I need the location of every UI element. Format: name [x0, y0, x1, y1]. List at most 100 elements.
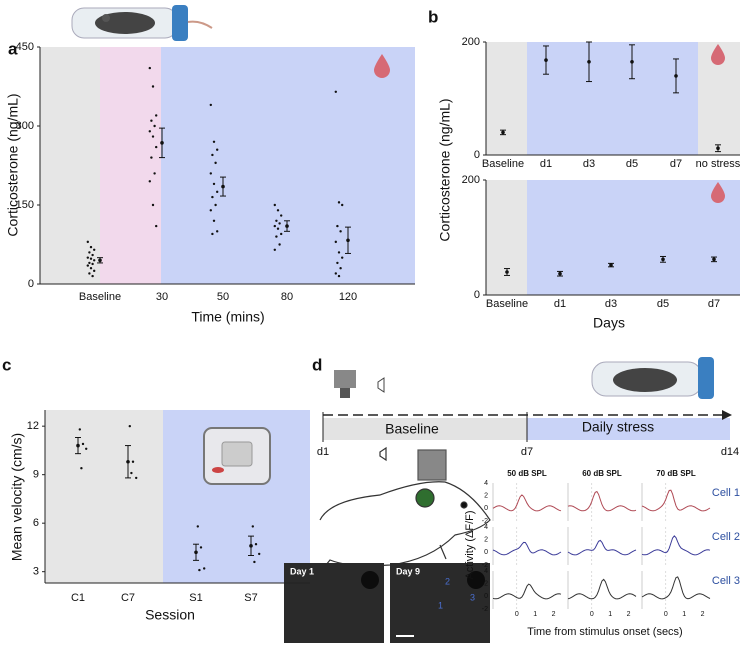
- panel-letter: b: [428, 7, 438, 26]
- data-point: [276, 227, 280, 230]
- arena-icon: [203, 427, 271, 485]
- data-point: [155, 224, 158, 228]
- x-tick-label: d7: [708, 298, 720, 310]
- image-label: Day 9: [396, 566, 420, 576]
- data-point: [128, 424, 131, 428]
- x-tick-label: 2: [701, 611, 705, 618]
- data-point: [334, 90, 337, 93]
- blood-drop-icon: [711, 44, 725, 65]
- data-point: [253, 560, 256, 564]
- x-tick-label: 1: [608, 611, 612, 618]
- data-point: [216, 230, 219, 233]
- data-point: [216, 190, 219, 194]
- x-tick-label: 2: [627, 611, 631, 618]
- data-point: [148, 180, 151, 183]
- x-tick-label: no stress: [696, 158, 741, 170]
- data-point: [209, 209, 212, 212]
- data-point: [196, 525, 199, 528]
- x-tick-label: d1: [554, 298, 566, 310]
- day-label: d7: [521, 446, 533, 458]
- y-tick-label: 2: [484, 493, 488, 500]
- column-header: 50 dB SPL: [507, 469, 547, 478]
- data-point: [135, 476, 138, 480]
- panel-letter: c: [2, 355, 11, 374]
- x-tick-label: C7: [121, 592, 135, 604]
- mean-marker: [249, 544, 253, 548]
- data-point: [258, 552, 261, 556]
- data-point: [211, 195, 214, 199]
- mean-marker: [674, 74, 678, 78]
- data-point: [80, 467, 83, 470]
- data-point: [203, 567, 206, 570]
- x-axis-title: Time from stimulus onset (secs): [527, 626, 682, 638]
- microscope-icon: [334, 370, 385, 398]
- stress-band: [527, 42, 698, 155]
- data-point: [89, 245, 93, 249]
- y-tick-label: 0: [28, 278, 34, 290]
- y-axis-title: Corticosterone (ng/mL): [5, 93, 21, 236]
- y-tick-label: 0: [474, 289, 480, 301]
- row-label: Cell 2: [712, 531, 740, 543]
- x-tick-label: 1: [533, 611, 537, 618]
- y-axis-title: Activity (ΔF/F): [464, 510, 476, 579]
- data-point: [199, 546, 203, 549]
- mean-marker: [126, 459, 130, 464]
- data-point: [153, 172, 156, 175]
- data-point: [130, 471, 133, 475]
- x-tick-label: d3: [583, 158, 595, 170]
- trace: [492, 583, 562, 600]
- data-point: [93, 269, 96, 273]
- x-tick-label: d3: [605, 298, 617, 310]
- data-point: [211, 153, 214, 157]
- data-point: [273, 224, 276, 228]
- mean-marker: [544, 58, 548, 62]
- y-tick-label: 2: [484, 581, 488, 588]
- x-tick-label: 2: [552, 611, 556, 618]
- data-point: [131, 460, 135, 463]
- x-tick-label: 30: [156, 291, 168, 303]
- x-tick-label: d5: [626, 158, 638, 170]
- trace: [641, 576, 711, 600]
- y-tick-label: 6: [33, 517, 39, 529]
- data-point: [150, 119, 153, 122]
- mean-marker: [558, 271, 562, 276]
- data-point: [337, 274, 341, 278]
- data-point: [212, 140, 216, 143]
- y-tick-label: 0: [474, 149, 480, 161]
- y-tick-label: 0: [484, 593, 488, 600]
- data-point: [341, 256, 344, 259]
- baseline-bar: [323, 418, 527, 440]
- data-point: [85, 447, 88, 451]
- y-tick-label: 0: [484, 505, 488, 512]
- column-header: 60 dB SPL: [582, 469, 622, 478]
- mean-marker: [501, 130, 505, 135]
- data-point: [278, 243, 281, 246]
- y-tick-label: 4: [484, 524, 488, 531]
- x-tick-label: Baseline: [79, 291, 121, 303]
- y-tick-label: 2: [484, 537, 488, 544]
- x-tick-label: 0: [515, 611, 519, 618]
- row-label: Cell 1: [712, 487, 740, 499]
- x-tick-label: 0: [664, 611, 668, 618]
- trace: [567, 490, 637, 512]
- baseline-band: [486, 42, 527, 155]
- data-point: [276, 209, 280, 212]
- mean-marker: [285, 224, 289, 228]
- y-tick-label: 4: [484, 568, 488, 575]
- x-tick-label: 0: [590, 611, 594, 618]
- data-point: [251, 525, 254, 528]
- phase-label: Daily stress: [582, 419, 654, 435]
- y-tick-label: 450: [16, 41, 34, 53]
- data-point: [337, 251, 341, 254]
- data-point: [148, 130, 151, 133]
- y-axis-title: Corticosterone (ng/mL): [437, 98, 453, 241]
- x-tick-label: 50: [217, 291, 229, 303]
- mean-marker: [76, 443, 80, 448]
- x-tick-label: d5: [657, 298, 669, 310]
- data-point: [278, 222, 281, 225]
- x-tick-label: S1: [189, 592, 202, 604]
- restraint-tube-icon: [591, 357, 714, 399]
- data-point: [212, 182, 216, 186]
- data-point: [209, 103, 212, 107]
- data-point: [93, 248, 96, 251]
